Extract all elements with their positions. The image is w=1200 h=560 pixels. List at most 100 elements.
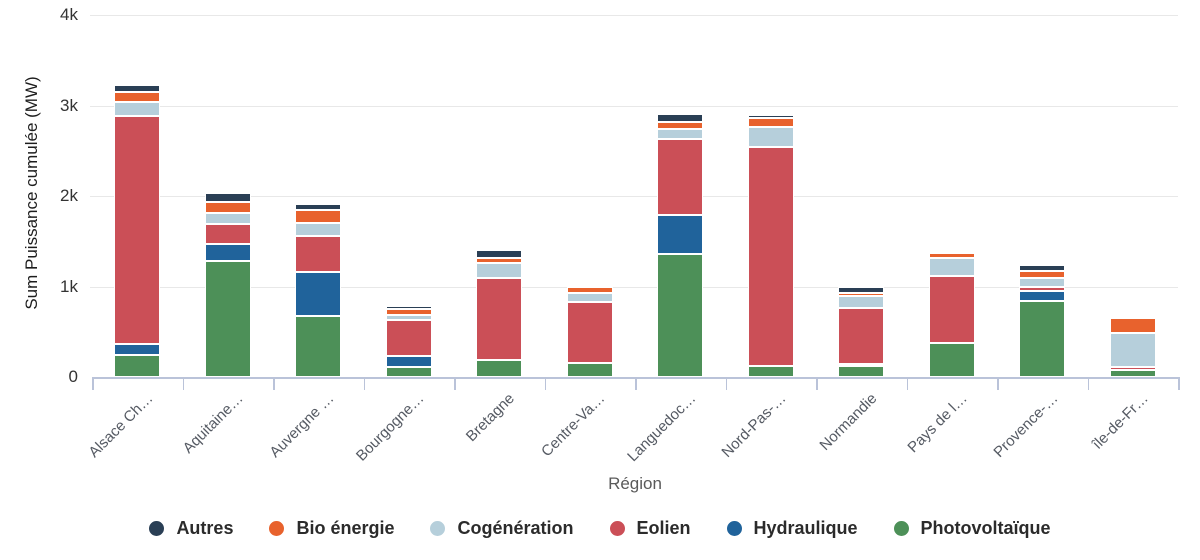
bar-segment-bio-nergie-4[interactable] — [385, 308, 432, 315]
bar-segment-photovolta-que-3[interactable] — [295, 315, 342, 377]
bar-segment-cog-n-ration-1[interactable] — [114, 101, 161, 117]
bar-segment-photovolta-que-10[interactable] — [928, 342, 975, 377]
bar-segment-photovolta-que-9[interactable] — [838, 366, 885, 377]
bar-segment-hydraulique-1[interactable] — [114, 344, 161, 356]
legend-dot-icon — [893, 521, 909, 536]
gridline — [90, 105, 1178, 107]
x-category-label: Pays de l… — [904, 390, 971, 457]
bar-segment-autres-4[interactable] — [385, 305, 432, 309]
x-category-label: Bourgogne… — [353, 390, 428, 465]
bar-segment-photovolta-que-4[interactable] — [385, 366, 432, 377]
bar-segment-eolien-6[interactable] — [566, 301, 613, 363]
bar-segment-autres-9[interactable] — [838, 286, 885, 294]
x-axis-tick — [1087, 377, 1089, 390]
bar-segment-photovolta-que-12[interactable] — [1109, 370, 1156, 377]
bar-segment-photovolta-que-1[interactable] — [114, 355, 161, 377]
bar-segment-eolien-8[interactable] — [747, 146, 794, 366]
bar-segment-hydraulique-7[interactable] — [657, 215, 704, 254]
x-axis-tick — [816, 377, 818, 390]
bar-segment-eolien-11[interactable] — [1019, 287, 1066, 292]
bar-segment-cog-n-ration-12[interactable] — [1109, 333, 1156, 367]
bar-segment-eolien-5[interactable] — [476, 278, 523, 360]
bar-segment-bio-nergie-2[interactable] — [204, 201, 251, 213]
bar-segment-bio-nergie-3[interactable] — [295, 210, 342, 223]
bar-segment-bio-nergie-11[interactable] — [1019, 270, 1066, 279]
bar-segment-bio-nergie-10[interactable] — [928, 253, 975, 259]
x-axis-tick — [997, 377, 999, 390]
bar-segment-bio-nergie-9[interactable] — [838, 293, 885, 296]
bar-segment-eolien-4[interactable] — [385, 320, 432, 356]
legend-item-eolien[interactable]: Eolien — [609, 518, 691, 539]
bar-segment-eolien-7[interactable] — [657, 138, 704, 215]
bar-segment-eolien-10[interactable] — [928, 275, 975, 343]
x-axis-tick — [635, 377, 637, 390]
bar-segment-cog-n-ration-6[interactable] — [566, 292, 613, 302]
bar-segment-autres-2[interactable] — [204, 192, 251, 202]
legend-dot-icon — [269, 521, 285, 536]
bar-segment-bio-nergie-5[interactable] — [476, 257, 523, 263]
bar-segment-eolien-12[interactable] — [1109, 366, 1156, 371]
bar-segment-photovolta-que-6[interactable] — [566, 362, 613, 377]
bar-segment-photovolta-que-11[interactable] — [1019, 301, 1066, 377]
bar-segment-hydraulique-3[interactable] — [295, 272, 342, 316]
bar-segment-cog-n-ration-11[interactable] — [1019, 278, 1066, 288]
legend-dot-icon — [609, 521, 625, 536]
bar-segment-cog-n-ration-10[interactable] — [928, 258, 975, 276]
legend-label: Hydraulique — [753, 518, 858, 538]
x-axis-tick — [544, 377, 546, 390]
bar-segment-photovolta-que-5[interactable] — [476, 359, 523, 377]
bar-segment-hydraulique-9[interactable] — [838, 363, 885, 367]
x-category-label: Nord-Pas-… — [718, 390, 790, 461]
legend-dot-icon — [430, 521, 446, 536]
bar-segment-autres-11[interactable] — [1019, 264, 1066, 271]
y-tick-label: 2k — [60, 186, 78, 205]
bar-segment-eolien-3[interactable] — [295, 235, 342, 273]
bar-segment-eolien-9[interactable] — [838, 307, 885, 364]
bar-segment-cog-n-ration-5[interactable] — [476, 262, 523, 279]
bar-segment-autres-1[interactable] — [114, 85, 161, 92]
legend-dot-icon — [726, 521, 742, 536]
x-axis-tick — [725, 377, 727, 390]
bar-segment-cog-n-ration-9[interactable] — [838, 295, 885, 308]
bar-segment-bio-nergie-12[interactable] — [1109, 318, 1156, 334]
bar-segment-cog-n-ration-2[interactable] — [204, 212, 251, 224]
bar-segment-hydraulique-2[interactable] — [204, 243, 251, 262]
bar-segment-autres-7[interactable] — [657, 114, 704, 122]
bar-segment-cog-n-ration-4[interactable] — [385, 314, 432, 321]
bar-segment-autres-8[interactable] — [747, 115, 794, 119]
bar-segment-photovolta-que-7[interactable] — [657, 253, 704, 377]
legend-dot-icon — [149, 521, 165, 536]
bar-segment-photovolta-que-2[interactable] — [204, 261, 251, 377]
x-category-label: Auvergne … — [266, 390, 338, 461]
bar-segment-autres-5[interactable] — [476, 250, 523, 258]
bar-segment-bio-nergie-6[interactable] — [566, 286, 613, 293]
bar-segment-photovolta-que-8[interactable] — [747, 365, 794, 377]
bar-segment-bio-nergie-7[interactable] — [657, 121, 704, 130]
legend-item-bio-nergie[interactable]: Bio énergie — [269, 518, 394, 539]
bar-segment-autres-6[interactable] — [566, 284, 613, 287]
bar-segment-bio-nergie-1[interactable] — [114, 91, 161, 102]
bar-segment-hydraulique-11[interactable] — [1019, 291, 1066, 302]
legend-label: Eolien — [636, 518, 691, 538]
bar-segment-cog-n-ration-7[interactable] — [657, 129, 704, 139]
x-axis-tick — [906, 377, 908, 390]
bar-segment-eolien-2[interactable] — [204, 223, 251, 244]
x-axis-tick — [363, 377, 365, 390]
x-axis-title: Région — [608, 474, 662, 493]
x-axis-tick — [1178, 377, 1180, 390]
gridline — [90, 286, 1178, 288]
bar-segment-autres-3[interactable] — [295, 204, 342, 211]
bar-segment-eolien-1[interactable] — [114, 116, 161, 345]
legend-item-photovolta-que[interactable]: Photovoltaïque — [893, 518, 1051, 539]
bar-segment-hydraulique-4[interactable] — [385, 355, 432, 367]
bar-segment-bio-nergie-8[interactable] — [747, 118, 794, 128]
legend-item-cog-n-ration[interactable]: Cogénération — [430, 518, 574, 539]
bar-segment-cog-n-ration-8[interactable] — [747, 127, 794, 147]
bar-segment-cog-n-ration-3[interactable] — [295, 222, 342, 236]
x-axis-tick — [92, 377, 94, 390]
legend-item-hydraulique[interactable]: Hydraulique — [726, 518, 858, 539]
x-category-label: Languedoc… — [624, 390, 700, 466]
legend-item-autres[interactable]: Autres — [149, 518, 233, 539]
x-category-label: Alsace Ch… — [85, 390, 157, 461]
